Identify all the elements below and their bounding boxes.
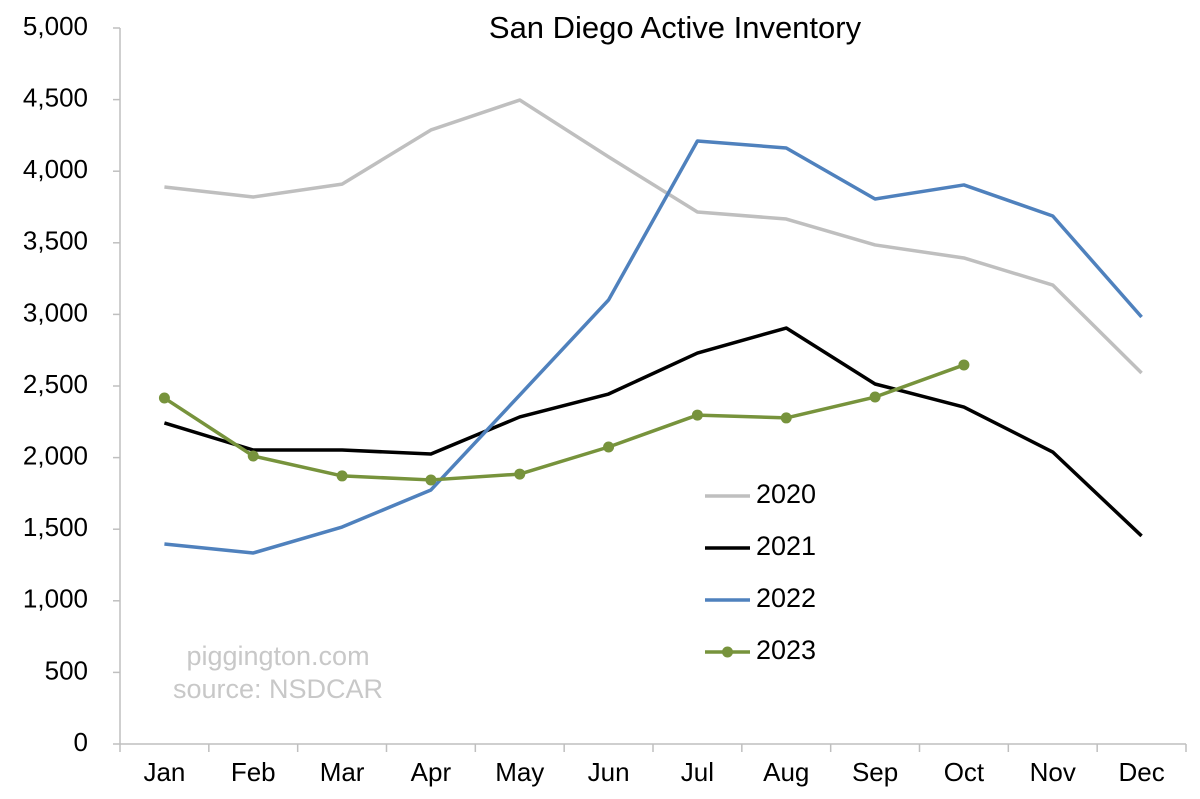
y-tick-label: 2,500 [23,369,88,399]
series-line [164,98,1143,375]
series-line [163,363,965,482]
series-line [164,139,1143,555]
x-tick-label: Oct [944,757,985,787]
legend-label: 2021 [756,531,816,561]
x-tick-label: Aug [763,757,809,787]
y-tick-label: 1,500 [23,512,88,542]
legend-label: 2023 [756,635,816,665]
legend-label: 2022 [756,583,816,613]
y-tick-label: 4,000 [23,154,88,184]
y-tick-label: 1,000 [23,584,88,614]
x-tick-label: Jul [681,757,714,787]
legend-marker [722,646,733,658]
x-tick-label: Dec [1118,757,1164,787]
y-tick-label: 0 [74,727,88,757]
x-tick-label: Mar [320,757,365,787]
point [247,450,259,462]
annotation: piggington.com [186,641,369,671]
annotation: source: NSDCAR [173,674,383,704]
y-tick-label: 2,000 [23,440,88,470]
y-tick-label: 4,500 [23,82,88,112]
point [514,468,526,480]
y-tick-label: 500 [45,655,88,685]
point [336,470,348,482]
point [869,391,881,403]
x-tick-label: Nov [1030,757,1076,787]
y-tick-label: 3,000 [23,297,88,327]
point [603,441,615,453]
point [425,474,437,486]
x-tick-label: Apr [411,757,452,787]
x-tick-label: Sep [852,757,898,787]
point [958,359,970,371]
x-tick-label: Jan [143,757,185,787]
chart-title: San Diego Active Inventory [489,10,862,45]
y-tick-label: 3,500 [23,226,88,256]
legend-label: 2020 [756,479,816,509]
point [780,412,792,424]
point [691,409,703,421]
x-tick-label: Feb [231,757,276,787]
point [158,392,170,404]
y-tick-label: 5,000 [23,11,88,41]
series-line [163,326,1143,538]
x-tick-label: Jun [588,757,630,787]
x-tick-label: May [495,757,544,787]
